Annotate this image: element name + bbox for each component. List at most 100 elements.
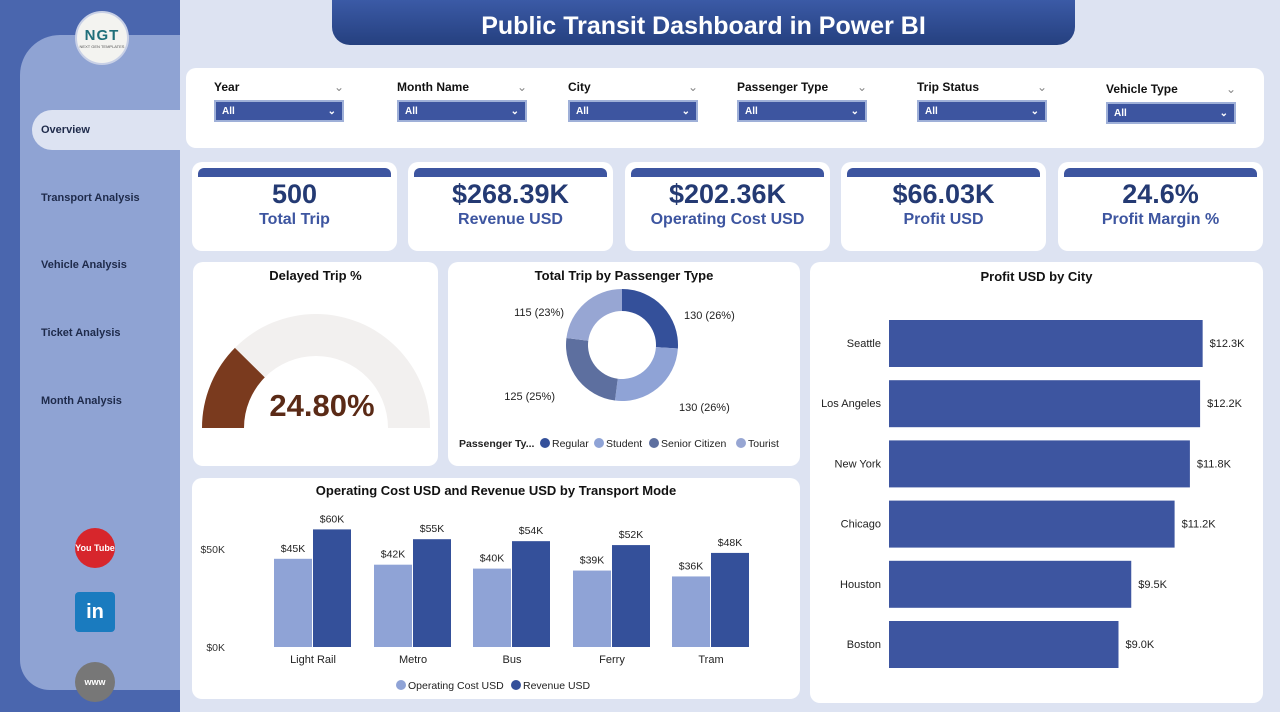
gauge-track [202,314,430,428]
filter-label: Trip Status ⌄ [917,80,1047,94]
bar-revenue [612,545,650,647]
donut-slice-student [614,347,678,401]
legend-marker [511,680,521,690]
legend-label: Student [606,438,642,450]
x-tick-label: Tram [698,654,723,666]
chevron-down-icon: ⌄ [681,105,690,117]
bar-data-label: $42K [381,549,406,561]
donut-title: Total Trip by Passenger Type [534,268,714,283]
chevron-down-icon[interactable]: ⌄ [856,80,867,94]
filter-label: Month Name ⌄ [397,80,527,94]
y-tick-label: New York [835,458,882,470]
filter-value: All [405,105,418,117]
chevron-down-icon: ⌄ [850,105,859,117]
y-tick-label: Houston [840,579,881,591]
y-tick-label: Seattle [847,338,881,350]
filter-dropdown[interactable]: All ⌄ [917,100,1047,122]
legend-marker [540,438,550,448]
chevron-down-icon[interactable]: ⌄ [1036,80,1047,94]
filter-label: Year ⌄ [214,80,344,94]
youtube-icon[interactable]: You Tube [75,528,115,568]
sidebar-item-transport-analysis[interactable]: Transport Analysis [41,192,140,204]
city-bar-chart: Seattle $12.3K Los Angeles $12.2K New York $1… [821,320,1245,668]
mode-bar-chart: $0K $50K $45K $60K Light Rail $42K $55K Metro $4… [200,513,749,692]
filter-dropdown[interactable]: All ⌄ [1106,102,1236,124]
y-tick-label: Los Angeles [821,398,881,410]
legend-marker [396,680,406,690]
chevron-down-icon[interactable]: ⌄ [516,80,527,94]
sidebar-item-month-analysis[interactable]: Month Analysis [41,395,122,407]
y-tick-label: Boston [847,639,881,651]
filter-label-text: Trip Status [917,80,980,94]
bar-operating-cost [473,568,511,647]
kpi-accent-bar [1064,168,1257,177]
kpi-accent-bar [631,168,824,177]
bar-revenue [711,552,749,647]
logo-subtitle: NEXT GEN TEMPLATES [79,44,125,49]
kpi-label: Profit USD [903,211,984,228]
bar-data-label: $11.2K [1182,519,1217,531]
x-tick-label: Bus [503,654,522,666]
filter-label: Passenger Type ⌄ [737,80,867,94]
filter-value: All [222,105,235,117]
logo: NGT NEXT GEN TEMPLATES [75,11,129,65]
legend-title: Passenger Ty... [459,438,535,450]
mode-chart-title: Operating Cost USD and Revenue USD by Tr… [315,483,677,498]
legend-label: Revenue USD [523,680,591,692]
chevron-down-icon[interactable]: ⌄ [1225,82,1236,96]
chevron-down-icon[interactable]: ⌄ [333,80,344,94]
kpi-accent-bar [414,168,607,177]
delayed-trip-card: Delayed Trip % 24.80% [193,262,438,466]
kpi-card: $268.39K Revenue USD [408,162,613,251]
linkedin-icon[interactable]: in [75,592,115,632]
legend-marker [649,438,659,448]
page-title: Public Transit Dashboard in Power BI [332,0,1075,45]
x-tick-label: Metro [399,654,427,666]
kpi-accent-bar [198,168,391,177]
sidebar-item-overview[interactable]: Overview [32,110,182,150]
filter-value: All [925,105,938,117]
gauge-value: 24.80% [269,388,374,423]
bar-data-label: $39K [580,555,605,567]
filter-dropdown[interactable]: All ⌄ [214,100,344,122]
filter-dropdown[interactable]: All ⌄ [737,100,867,122]
transport-mode-card: Operating Cost USD and Revenue USD by Tr… [192,478,800,699]
bar-data-label: $55K [420,523,445,535]
bar-data-label: $9.0K [1126,639,1155,651]
chevron-down-icon: ⌄ [1219,107,1228,119]
filter-label: City ⌄ [568,80,698,94]
filter-label-text: Month Name [397,80,469,94]
profit-city-card: Profit USD by City Seattle $12.3K Los Ange… [810,262,1263,703]
donut-slice-tourist [566,289,622,341]
legend-marker [736,438,746,448]
city-bar [889,440,1190,488]
city-bar [889,560,1132,608]
filter-dropdown[interactable]: All ⌄ [397,100,527,122]
filter-label-text: Passenger Type [737,80,829,94]
kpi-value: $268.39K [451,179,570,209]
chevron-down-icon[interactable]: ⌄ [687,80,698,94]
bar-operating-cost [374,564,412,647]
kpi-label: Total Trip [259,211,330,228]
filter-dropdown[interactable]: All ⌄ [568,100,698,122]
chevron-down-icon: ⌄ [1030,105,1039,117]
sidebar: NGT NEXT GEN TEMPLATES Overview Transport… [0,0,182,712]
bar-data-label: $12.2K [1207,398,1243,410]
bar-operating-cost [573,570,611,647]
kpi-label: Revenue USD [458,211,563,228]
globe-icon[interactable]: www [75,662,115,702]
filter-label-text: Vehicle Type [1106,82,1178,96]
bar-data-label: $11.8K [1197,458,1232,470]
sidebar-item-ticket-analysis[interactable]: Ticket Analysis [41,327,121,339]
donut-slice-regular [622,289,678,349]
chevron-down-icon: ⌄ [327,105,336,117]
legend-label: Senior Citizen [661,438,727,450]
kpi-label: Operating Cost USD [650,211,805,228]
legend-label: Operating Cost USD [408,680,504,692]
bar-data-label: $36K [679,560,704,572]
passenger-type-card: Total Trip by Passenger Type 130 (26%) 13… [448,262,800,466]
city-chart-title: Profit USD by City [980,269,1093,284]
city-bar [889,500,1175,548]
filter-label-text: City [568,80,591,94]
sidebar-item-vehicle-analysis[interactable]: Vehicle Analysis [41,259,127,271]
